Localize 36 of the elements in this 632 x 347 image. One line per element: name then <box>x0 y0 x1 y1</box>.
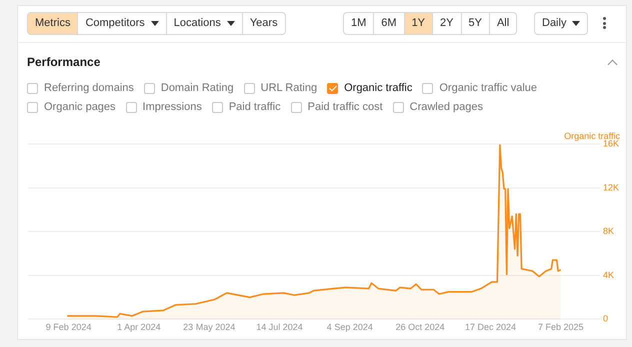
text: Organic traffic value <box>439 82 537 94</box>
text: Daily <box>542 16 566 31</box>
text: Organic pages <box>44 101 116 113</box>
y-tick-label: 16K <box>602 138 619 148</box>
text: 2Y <box>440 16 454 31</box>
text: 6M <box>381 16 397 31</box>
text: Referring domains <box>44 82 134 94</box>
text: Crawled pages <box>410 101 483 113</box>
text: All <box>496 16 510 31</box>
text: 5Y <box>468 16 482 31</box>
text: Years <box>250 16 278 31</box>
text: Metrics <box>35 16 70 31</box>
text: Impressions <box>142 101 202 113</box>
text: URL Rating <box>260 82 318 94</box>
x-tick-label: 1 Apr 2024 <box>117 322 161 332</box>
y-tick-label: 8K <box>602 226 614 236</box>
text: Paid traffic cost <box>308 101 383 113</box>
y-tick-label: 4K <box>602 270 614 280</box>
x-tick-label: 4 Sep 2024 <box>326 322 373 332</box>
text: Domain Rating <box>160 82 234 94</box>
legend-label: Organic traffic <box>344 82 412 94</box>
x-tick-label: 14 Jul 2024 <box>256 322 303 332</box>
text: Paid traffic <box>228 101 281 113</box>
y-axis-title: Organic traffic <box>564 130 620 141</box>
y-tick-label: 0 <box>602 314 608 324</box>
x-tick-label: 9 Feb 2024 <box>46 322 92 332</box>
text: 1Y <box>412 16 426 31</box>
x-tick-label: 26 Oct 2024 <box>396 322 445 332</box>
y-tick-label: 12K <box>602 182 619 192</box>
chart-title: Performance <box>27 55 100 69</box>
text: Locations <box>174 16 221 31</box>
x-tick-label: 17 Dec 2024 <box>464 322 516 332</box>
text: 1M <box>351 16 366 31</box>
x-tick-label: 23 May 2024 <box>183 322 236 332</box>
text: Competitors <box>85 16 145 31</box>
x-tick-label: 7 Feb 2025 <box>538 322 584 332</box>
